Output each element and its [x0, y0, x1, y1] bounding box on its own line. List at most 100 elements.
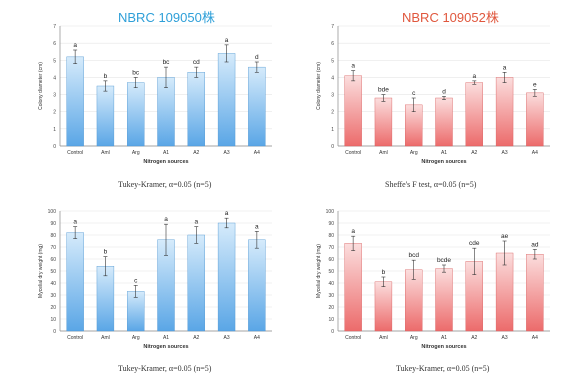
significance-letter: a: [351, 228, 355, 235]
error-bar: [411, 97, 416, 113]
y-tick-label: 90: [328, 221, 334, 227]
significance-letter: ad: [531, 241, 539, 248]
chart-2-colony-diameter: 0 1 2 3 4 5 6 7 Colony diameter (cm) Nitrogen sou…: [316, 24, 550, 165]
y-tick-label: 4: [331, 75, 334, 81]
category-label: Control: [67, 150, 83, 156]
significance-letter: a: [472, 73, 476, 80]
bar-control: [66, 56, 84, 147]
bar-a4: [248, 239, 266, 332]
y-axis-label: Mycelial dry weight (mg): [38, 244, 44, 298]
category-label: A2: [193, 150, 199, 156]
y-tick-label: 90: [50, 221, 56, 227]
y-tick-label: 20: [328, 305, 334, 311]
significance-letter: a: [194, 219, 198, 226]
y-tick-label: 2: [53, 110, 56, 116]
bar-a2: [187, 234, 205, 332]
y-tick-label: 5: [331, 58, 334, 64]
y-tick-label: 1: [331, 127, 334, 133]
significance-letter: bcde: [437, 257, 451, 264]
category-label: Control: [67, 335, 83, 341]
y-tick-label: 80: [50, 233, 56, 239]
error-bar: [73, 226, 78, 239]
y-tick-label: 6: [331, 41, 334, 47]
y-tick-label: 1: [53, 127, 56, 133]
bar-aml: [374, 281, 393, 332]
y-tick-label: 0: [331, 144, 334, 150]
bar-a3: [495, 77, 514, 147]
chart-3-mycelial-weight: 0 10 20 30 40 50 60 70 80 90 100 Mycelial dry weigh…: [38, 209, 272, 350]
y-tick-label: 20: [50, 305, 56, 311]
bar-arg: [127, 82, 145, 147]
x-axis-label: Nitrogen sources: [143, 344, 188, 350]
chart-1-title: NBRC 109050株: [118, 10, 215, 25]
error-bar: [164, 66, 168, 89]
error-bar: [103, 256, 108, 277]
category-label: Control: [345, 150, 361, 156]
y-tick-label: 4: [53, 75, 56, 81]
error-bar: [381, 276, 386, 287]
significance-letter: c: [412, 90, 416, 97]
error-bar: [254, 61, 259, 73]
significance-letter: b: [382, 269, 386, 276]
bar-a3: [217, 222, 236, 332]
category-label: Arg: [410, 150, 418, 156]
bar-control: [344, 75, 362, 147]
y-tick-label: 80: [328, 233, 334, 239]
y-tick-label: 5: [53, 58, 56, 64]
bar-aml: [96, 85, 115, 147]
bar-a4: [526, 254, 544, 332]
bar-a2: [187, 72, 205, 147]
category-label: Aml: [101, 150, 110, 156]
chart-4-mycelial-weight: 0 10 20 30 40 50 60 70 80 90 100 Mycelial dry weigh…: [316, 209, 550, 350]
significance-letter: bc: [132, 69, 140, 76]
chart-2-title: NBRC 109052株: [402, 10, 499, 25]
bar-aml: [374, 97, 393, 147]
y-tick-label: 50: [50, 269, 56, 275]
significance-letter: cd: [193, 59, 200, 66]
chart-1-colony-diameter: 0 1 2 3 4 5 6 7 Colony diameter (cm) Nitrogen sou…: [38, 24, 272, 165]
y-tick-label: 7: [331, 24, 334, 30]
category-label: Arg: [410, 335, 418, 341]
y-tick-label: 40: [328, 281, 334, 287]
y-tick-label: 60: [50, 257, 56, 263]
y-tick-label: 2: [331, 110, 334, 116]
error-bar: [442, 95, 446, 101]
y-tick-label: 7: [53, 24, 56, 30]
significance-letter: b: [104, 73, 108, 80]
y-tick-label: 6: [53, 41, 56, 47]
bar-a1: [435, 268, 453, 332]
y-tick-label: 100: [48, 209, 57, 215]
error-bar: [224, 44, 229, 63]
y-tick-label: 10: [50, 317, 56, 323]
category-label: Aml: [379, 335, 388, 341]
significance-letter: c: [134, 277, 138, 284]
y-tick-label: 10: [328, 317, 334, 323]
category-label: A1: [163, 335, 169, 341]
category-label: A2: [471, 150, 477, 156]
category-label: Control: [345, 335, 361, 341]
chart-2-caption: Sheffe's F test, α=0.05 (n=5): [385, 180, 477, 189]
y-tick-label: 40: [50, 281, 56, 287]
significance-letter: a: [255, 223, 259, 230]
chart-3-caption: Tukey-Kramer, α=0.05 (n=5): [118, 364, 212, 373]
significance-letter: a: [164, 216, 168, 223]
y-tick-label: 50: [328, 269, 334, 275]
significance-letter: bcd: [408, 252, 419, 259]
y-tick-label: 0: [53, 329, 56, 335]
bar-a4: [526, 92, 544, 147]
error-bar: [164, 223, 168, 256]
y-axis-label: Mycelial dry weight (mg): [316, 244, 322, 298]
bar-a2: [465, 82, 483, 147]
significance-letter: a: [73, 42, 77, 49]
y-axis-label: Colony diameter (cm): [316, 62, 322, 110]
error-bar: [351, 235, 356, 251]
chart-4-caption: Tukey-Kramer, α=0.05 (n=5): [396, 364, 490, 373]
significance-letter: a: [225, 210, 229, 217]
category-label: Arg: [132, 335, 140, 341]
significance-letter: d: [442, 88, 446, 95]
category-label: A4: [254, 150, 260, 156]
y-tick-label: 100: [326, 209, 335, 215]
error-bar: [73, 49, 78, 65]
significance-letter: bc: [163, 59, 171, 66]
significance-letter: a: [503, 64, 507, 71]
